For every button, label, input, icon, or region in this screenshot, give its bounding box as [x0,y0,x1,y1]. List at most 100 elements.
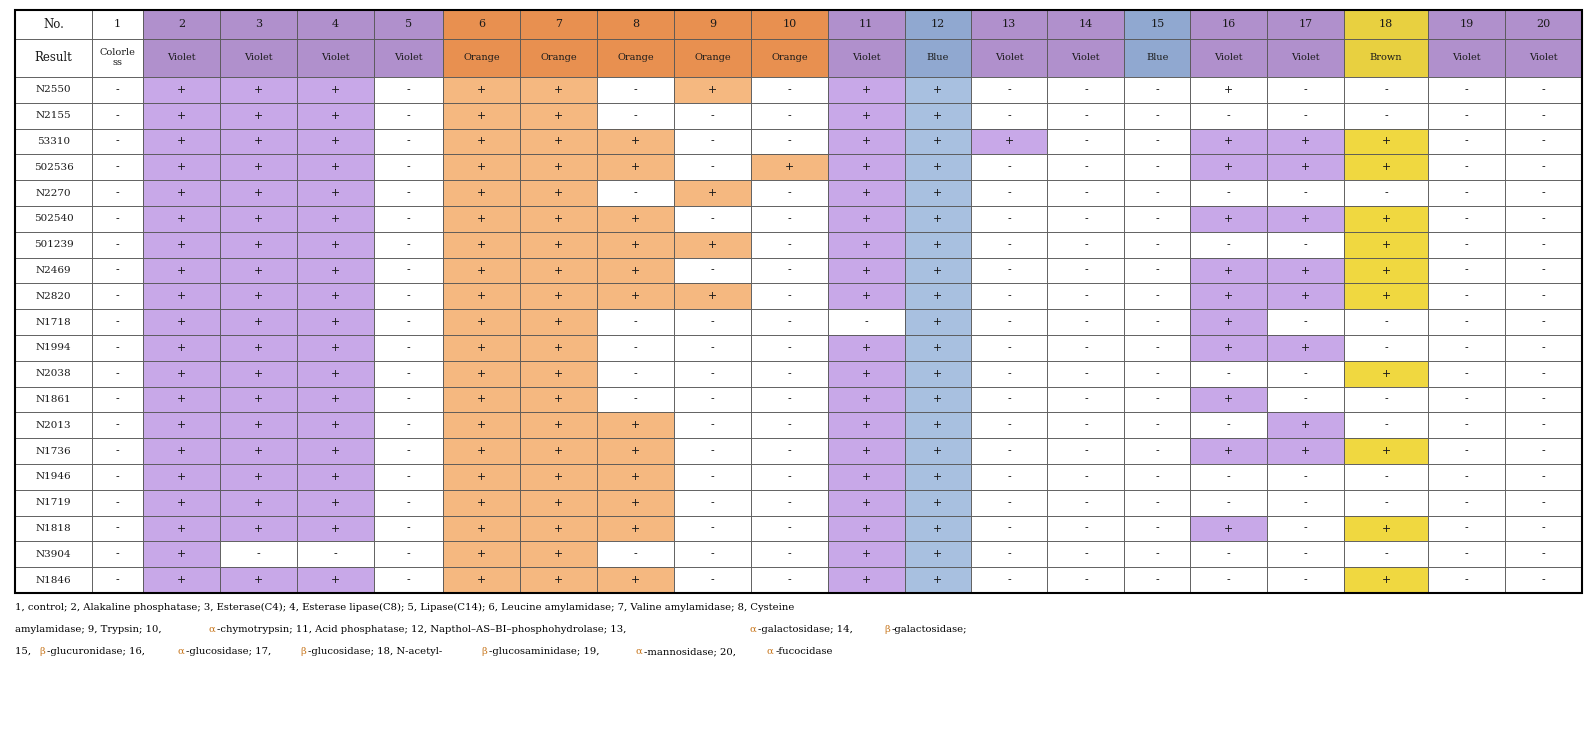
Bar [751,258,828,283]
Text: -: - [408,472,411,482]
Bar [597,464,673,490]
Bar [597,77,673,103]
Bar [1428,77,1504,103]
Bar [1191,39,1267,77]
Text: -: - [1084,498,1087,508]
Text: -: - [1304,498,1307,508]
Text: +: + [331,575,341,585]
Bar [1124,542,1191,567]
Bar [597,335,673,361]
Text: +: + [708,239,716,250]
Text: +: + [1224,162,1234,173]
Bar [597,10,673,39]
Text: -: - [1465,214,1468,224]
Text: -: - [1541,136,1546,147]
Bar [1504,516,1582,542]
Text: +: + [1301,265,1310,276]
Text: +: + [630,136,640,147]
Bar [374,490,443,516]
Text: +: + [933,446,942,456]
Bar [298,567,374,593]
Text: +: + [177,394,186,405]
Bar [673,180,751,206]
Bar [1124,206,1191,232]
Bar [298,387,374,413]
Text: 17: 17 [1299,19,1313,29]
Text: -: - [710,420,715,431]
Bar [828,309,904,335]
Text: -: - [116,214,119,224]
Text: -: - [788,498,791,508]
Text: +: + [177,239,186,250]
Bar [220,335,298,361]
Text: 4: 4 [331,19,339,29]
Bar [220,77,298,103]
Bar [220,103,298,129]
Bar [751,206,828,232]
Text: N2820: N2820 [35,292,72,301]
Bar [143,438,220,464]
Bar [220,232,298,258]
Bar [14,10,92,39]
Text: -: - [710,369,715,379]
Text: -: - [408,162,411,173]
Bar [597,387,673,413]
Text: -: - [408,136,411,147]
Bar [220,206,298,232]
Text: -: - [710,394,715,405]
Text: +: + [1382,162,1391,173]
Bar [1124,464,1191,490]
Bar [1267,180,1344,206]
Text: 15: 15 [1149,19,1164,29]
Text: -: - [1156,85,1159,95]
Text: N2038: N2038 [35,369,72,378]
Bar [904,490,971,516]
Bar [751,387,828,413]
Text: +: + [331,110,341,121]
Bar [828,103,904,129]
Text: +: + [478,498,487,508]
Text: -: - [710,265,715,276]
Bar [143,490,220,516]
Bar [1191,180,1267,206]
Bar [597,206,673,232]
Bar [374,335,443,361]
Text: -: - [1084,472,1087,482]
Text: -: - [1465,523,1468,534]
Bar [1267,232,1344,258]
Text: -: - [788,523,791,534]
Bar [1267,567,1344,593]
Bar [597,154,673,180]
Text: 3: 3 [255,19,263,29]
Text: +: + [554,523,564,534]
Text: -: - [1541,394,1546,405]
Text: -: - [1008,446,1011,456]
Bar [1267,309,1344,335]
Bar [1191,232,1267,258]
Text: -: - [1227,239,1231,250]
Text: +: + [478,214,487,224]
Text: +: + [933,188,942,198]
Bar [1191,10,1267,39]
Text: N2550: N2550 [35,85,72,94]
Bar [1504,464,1582,490]
Bar [751,490,828,516]
Text: +: + [630,420,640,431]
Text: -: - [116,291,119,302]
Bar [521,490,597,516]
Text: -: - [116,420,119,431]
Bar [828,335,904,361]
Bar [1504,206,1582,232]
Bar [971,567,1048,593]
Text: Orange: Orange [540,53,576,62]
Text: α: α [635,647,642,656]
Text: -: - [116,188,119,198]
Bar [1048,39,1124,77]
Bar [1428,39,1504,77]
Bar [14,154,92,180]
Bar [220,490,298,516]
Text: 501239: 501239 [33,240,73,249]
Bar [1504,309,1582,335]
Bar [220,387,298,413]
Text: +: + [1224,523,1234,534]
